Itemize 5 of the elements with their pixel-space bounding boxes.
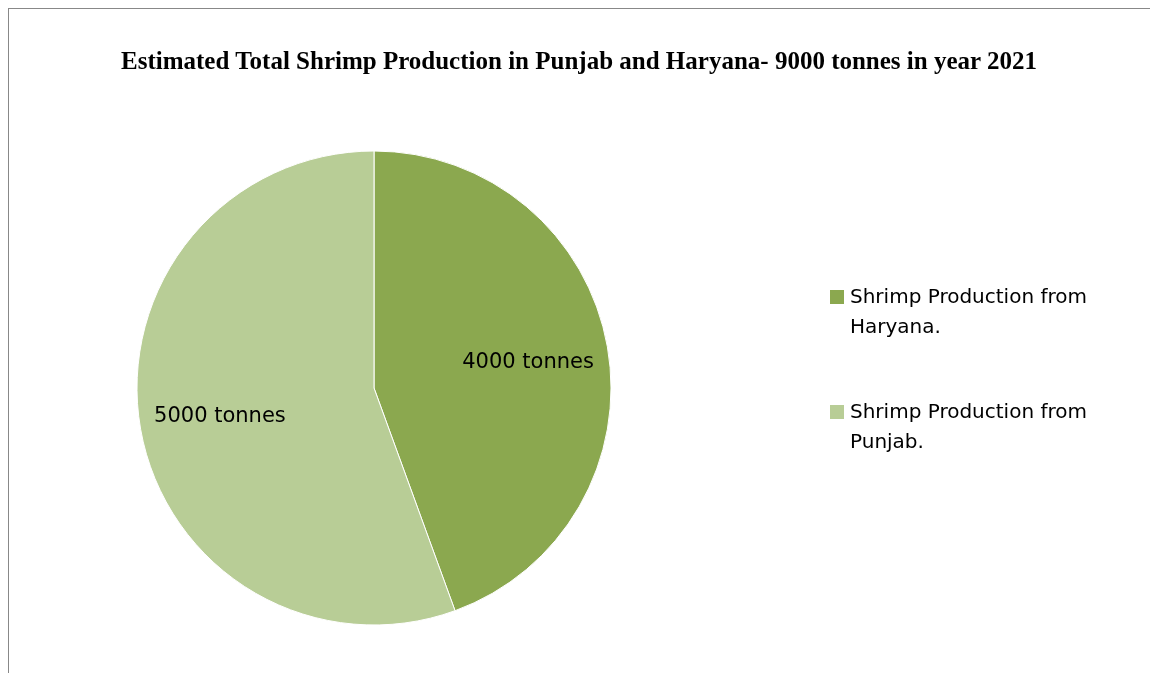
chart-title: Estimated Total Shrimp Production in Punjab and Haryana- 9000 tonnes in year 2021	[120, 46, 1038, 76]
data-label: 5000 tonnes	[154, 403, 286, 428]
data-label: 4000 tonnes	[462, 348, 594, 373]
legend-label: Shrimp Production from Haryana.	[850, 283, 1088, 340]
legend-label: Shrimp Production from Punjab.	[850, 398, 1088, 455]
